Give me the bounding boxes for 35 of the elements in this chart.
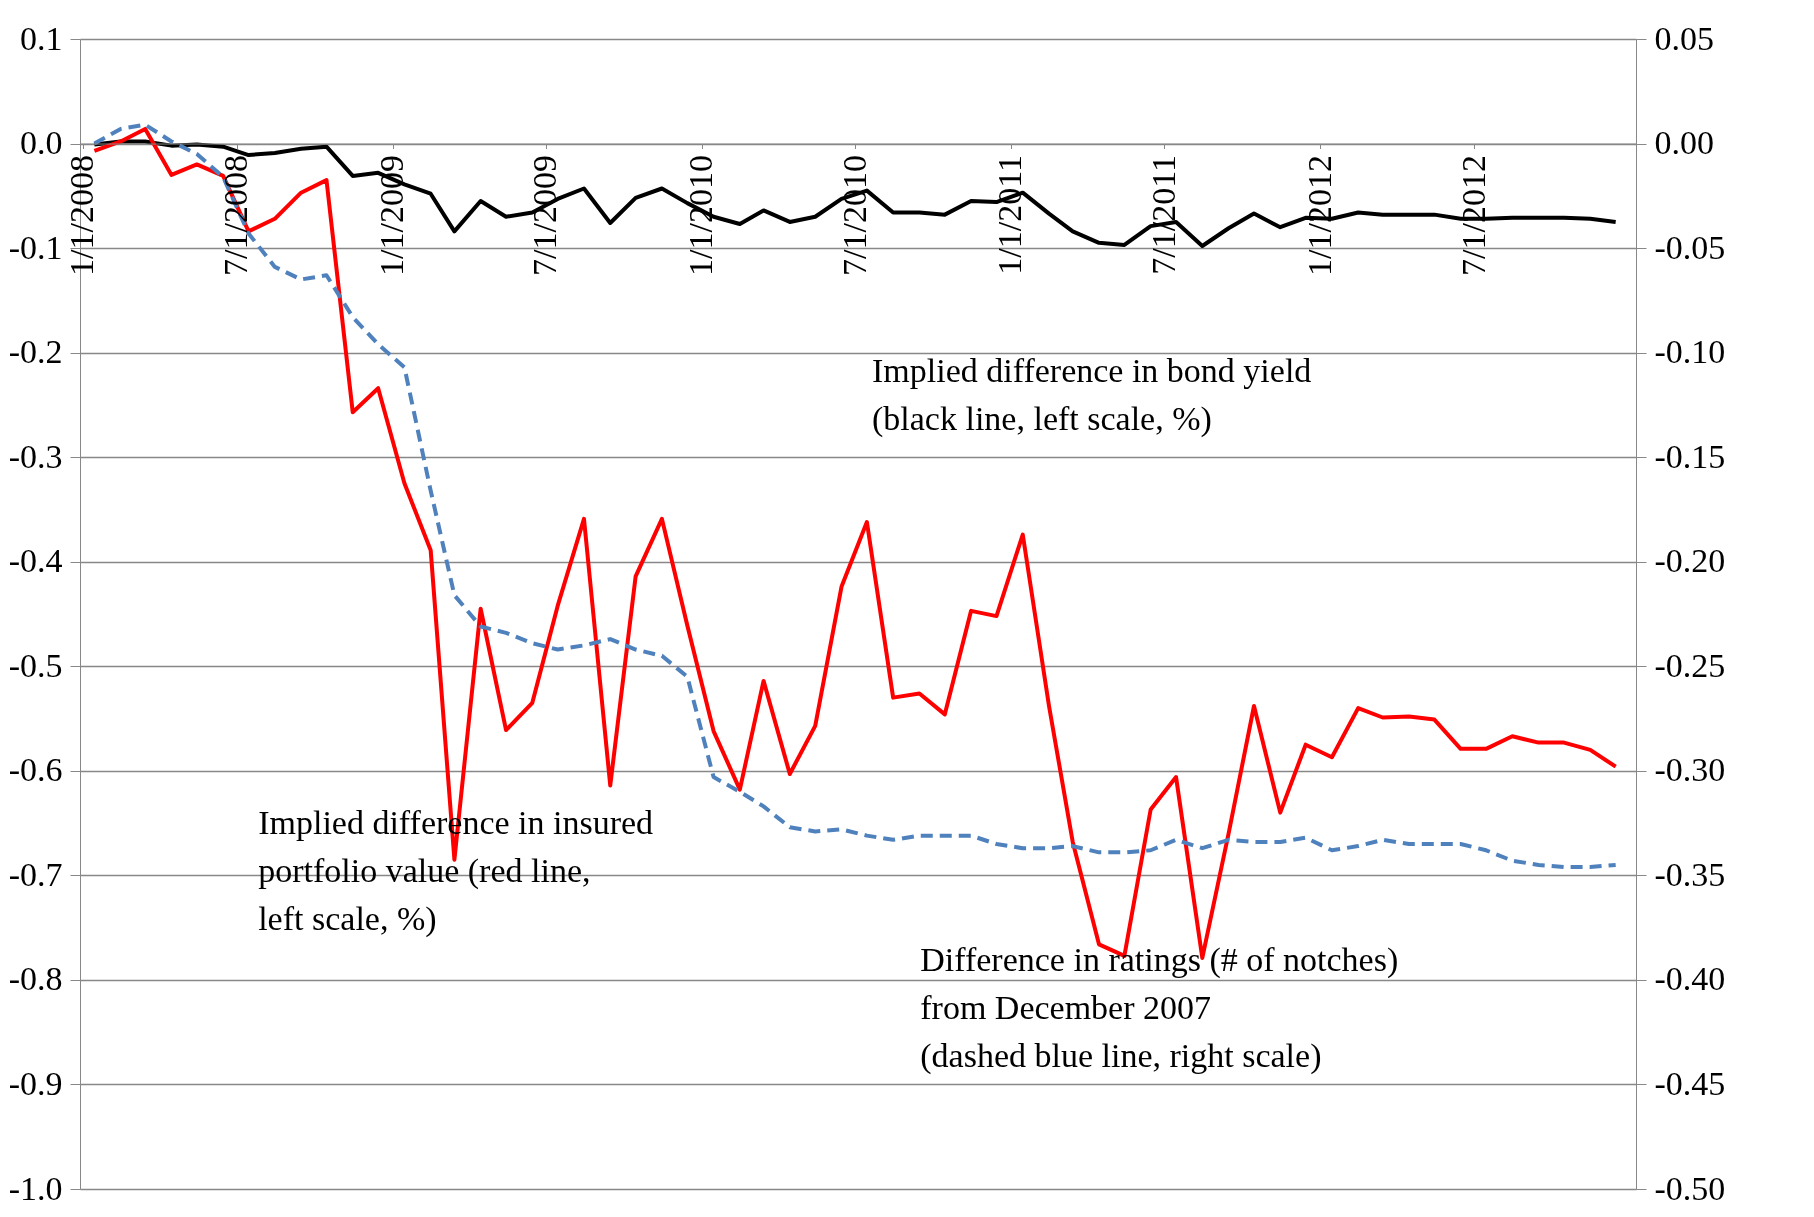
- y-tick-label: 0.1: [20, 19, 63, 57]
- y-tick-label: 0.0: [20, 124, 63, 162]
- x-tick-label: 7/1/2008: [217, 155, 255, 276]
- x-tick-label: 1/1/2010: [682, 155, 720, 276]
- x-tick-label: 7/1/2012: [1454, 155, 1492, 276]
- y2-tick-label: -0.45: [1654, 1064, 1726, 1102]
- y-tick-label: -0.3: [8, 437, 63, 475]
- y2-tick-label: 0.05: [1654, 19, 1714, 57]
- x-tick-label: 7/1/2010: [835, 155, 873, 276]
- x-tick-label: 1/1/2011: [991, 155, 1029, 275]
- y2-tick-label: -0.25: [1654, 646, 1726, 684]
- y-tick-label: -0.7: [8, 855, 63, 893]
- x-tick-label: 1/1/2009: [373, 155, 411, 276]
- y2-tick-label: 0.00: [1654, 124, 1714, 162]
- y2-tick-label: -0.35: [1654, 855, 1726, 893]
- x-tick-label: 7/1/2011: [1144, 155, 1182, 275]
- y-tick-label: -0.1: [8, 228, 63, 266]
- y-tick-label: -0.2: [8, 333, 63, 371]
- y-tick-label: -0.5: [8, 646, 63, 684]
- y2-tick-label: -0.30: [1654, 751, 1726, 789]
- annotation: Implied difference in bond yield (black line, left scale, %): [872, 352, 1312, 439]
- y-tick-label: -0.4: [8, 542, 63, 580]
- y2-tick-label: -0.15: [1654, 437, 1726, 475]
- y-tick-label: -0.9: [8, 1064, 63, 1102]
- y-tick-label: -1.0: [8, 1169, 63, 1207]
- annotation: Difference in ratings (# of notches) from December 2007 (dashed blue line, right scale): [920, 941, 1399, 1076]
- y2-tick-label: -0.10: [1654, 333, 1726, 371]
- y2-tick-label: -0.05: [1654, 228, 1726, 266]
- y2-tick-label: -0.50: [1654, 1169, 1726, 1207]
- x-tick-label: 1/1/2008: [63, 155, 101, 276]
- y-tick-label: -0.8: [8, 960, 63, 998]
- x-tick-label: 1/1/2012: [1300, 155, 1338, 276]
- y2-tick-label: -0.40: [1654, 960, 1726, 998]
- y-tick-label: -0.6: [8, 751, 63, 789]
- y2-tick-label: -0.20: [1654, 542, 1726, 580]
